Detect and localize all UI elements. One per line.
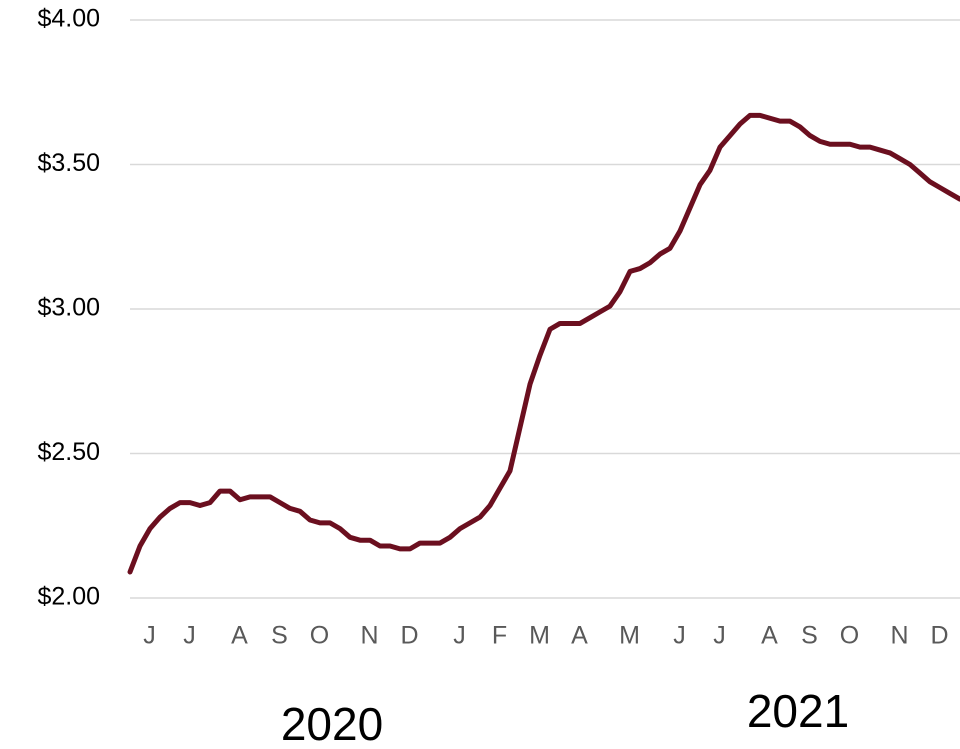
x-tick-label: A	[571, 622, 589, 650]
year-label: 2021	[747, 685, 849, 737]
y-tick-label: $3.00	[37, 294, 100, 322]
x-tick-label: M	[619, 622, 641, 650]
y-tick-label: $2.50	[37, 438, 100, 466]
year-label: 2020	[281, 698, 383, 749]
x-tick-label: N	[890, 622, 909, 650]
x-tick-label: J	[713, 622, 727, 650]
x-tick-label: A	[231, 622, 249, 650]
x-tick-label: S	[271, 622, 289, 650]
x-tick-label: D	[930, 622, 949, 650]
x-tick-label: F	[492, 622, 508, 650]
x-tick-label: D	[400, 622, 419, 650]
y-tick-label: $2.00	[37, 583, 100, 611]
line	[127, 112, 960, 575]
x-tick-label: O	[840, 622, 860, 650]
x-tick-label: M	[529, 622, 551, 650]
x-tick-label: J	[183, 622, 197, 650]
x-tick-label: A	[761, 622, 779, 650]
x-tick-label: O	[310, 622, 330, 650]
y-tick-label: $3.50	[37, 149, 100, 177]
x-tick-label: J	[143, 622, 157, 650]
x-tick-label: J	[673, 622, 687, 650]
x-tick-label: S	[801, 622, 819, 650]
y-tick-label: $4.00	[37, 5, 100, 33]
x-tick-label: N	[360, 622, 379, 650]
x-tick-label: J	[453, 622, 467, 650]
